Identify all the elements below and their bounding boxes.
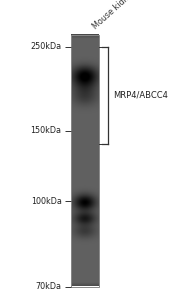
- Bar: [71, 34, 99, 286]
- Text: 150kDa: 150kDa: [31, 126, 62, 135]
- Text: 70kDa: 70kDa: [36, 282, 62, 291]
- Text: Mouse kidney: Mouse kidney: [91, 0, 138, 32]
- Text: MRP4/ABCC4: MRP4/ABCC4: [113, 91, 168, 100]
- Text: 250kDa: 250kDa: [31, 42, 62, 51]
- Text: 100kDa: 100kDa: [31, 196, 62, 206]
